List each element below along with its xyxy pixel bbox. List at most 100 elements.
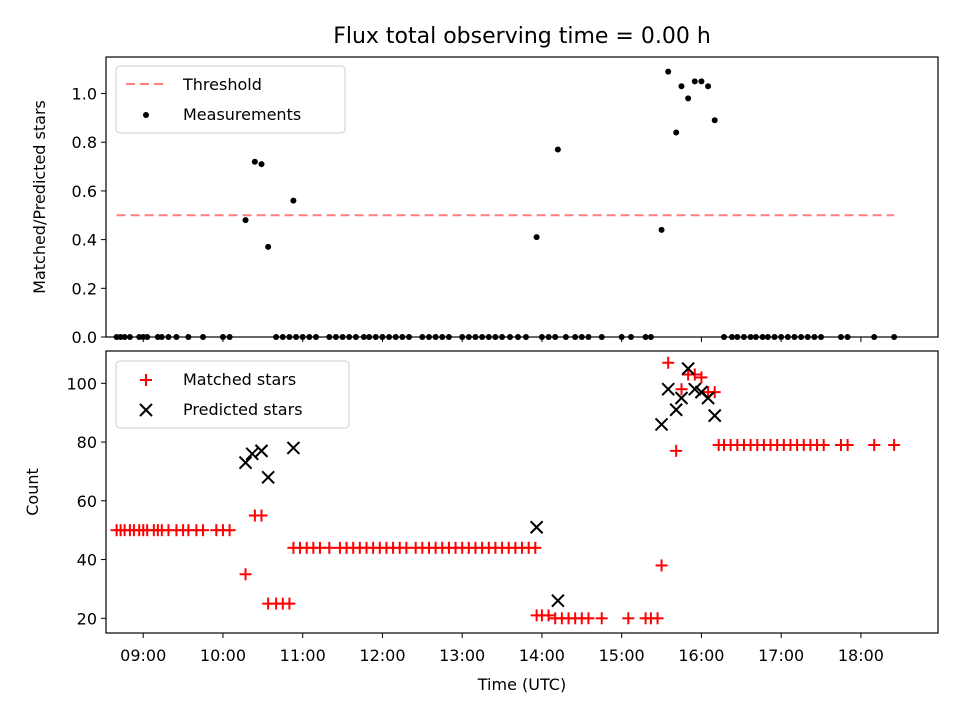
matched-star-point [651,612,664,625]
top-y-axis: 0.0 0.2 0.4 0.6 0.8 1.0 [72,85,106,347]
measurement-point [273,334,280,340]
matched-star-point [662,356,675,369]
measurement-point [406,334,413,340]
measurement-point [837,334,844,340]
x-tick-label: 17:00 [758,646,804,665]
predicted-star-point [286,441,301,455]
measurement-point [158,334,165,340]
measurement-point [265,243,272,250]
measurement-point [818,334,825,340]
top-plot-frame [105,56,939,338]
x-tick-label: 18:00 [838,646,884,665]
measurement-point [562,334,569,340]
measurement-point [399,334,406,340]
legend-predicted-swatch [139,403,153,417]
measurement-point [507,334,514,340]
x-tick-label: 10:00 [200,646,246,665]
predicted-star-point [254,444,269,458]
x-tick-label: 15:00 [599,646,645,665]
measurement-point [721,334,728,340]
measurement-point [642,334,649,340]
measurement-point [126,334,133,340]
measurement-point [647,334,654,340]
y-tick-label: 40 [77,551,97,570]
matched-star-point [197,524,210,537]
measurement-point [804,334,811,340]
predicted-star-point [681,361,695,376]
measurement-point [871,334,878,340]
x-tick-label: 13:00 [439,646,485,665]
bottom-y-label: Count [23,468,42,516]
matched-star-point [695,371,708,384]
y-tick-label: 0.4 [72,231,97,250]
y-tick-label: 0.0 [72,328,97,347]
measurement-point [242,217,249,224]
measurement-point [258,161,265,168]
measurement-point [472,334,479,340]
y-tick-label: 1.0 [72,85,97,104]
x-tick-label: 16:00 [678,646,724,665]
measurement-point [352,334,359,340]
predicted-star-point [661,382,675,396]
measurement-point [299,334,306,340]
legend-matched-swatch [140,374,152,386]
measurement-point [728,334,735,340]
measurement-point [572,334,579,340]
matched-star-point [708,386,721,399]
predicted-star-point [529,520,544,534]
measurement-point [372,334,379,340]
y-tick-label: 0.8 [72,133,97,152]
measurement-point [499,334,506,340]
measurement-point [678,83,685,90]
measurement-point [811,334,818,340]
measurement-point [425,334,432,340]
matched-star-point [655,559,668,572]
legend-cross-marker [139,403,153,417]
matched-star-point [688,368,701,381]
top-y-label: Matched/Predicted stars [30,100,49,294]
measurement-point [673,129,680,136]
measurement-point [552,334,559,340]
measurement-point [740,334,747,340]
predicted-star-point [238,455,253,470]
matched-star-point [868,439,881,451]
measurement-point [219,334,226,340]
x-tick-label: 09:00 [120,646,166,665]
measurement-point [279,334,286,340]
bottom-legend: Matched stars Predicted stars [115,360,350,429]
bottom-plot: 20 40 60 80 100 09:00 10:00 11:00 12:00 13:00 14:… [23,350,939,694]
measurement-point [226,334,233,340]
measurement-point [515,334,522,340]
matched-star-point [223,524,236,537]
measurement-point [379,334,386,340]
predicted-star-point [245,447,259,461]
legend-matched-label: Matched stars [183,370,296,389]
measurement-point [165,334,172,340]
measurement-point [144,334,151,340]
measurement-point [360,334,367,340]
matched-star-point [582,612,595,625]
measurement-point [538,334,545,340]
top-legend-box [115,65,346,134]
measurement-point [366,334,373,340]
predicted-star-point [674,391,689,405]
measurement-point [492,334,499,340]
y-tick-label: 100 [66,374,97,393]
measurement-point [479,334,486,340]
measurement-point [485,334,492,340]
measurement-point [332,334,339,340]
measurement-point [173,334,180,340]
measurement-point [554,146,561,153]
measurement-point [747,334,754,340]
measurement-point [685,95,692,102]
measurement-point [752,334,759,340]
measurement-point [339,334,346,340]
matched-star-point [239,568,252,581]
measurement-point [326,334,333,340]
measurement-point [791,334,798,340]
measurement-point [185,334,192,340]
legend-measurement-swatch [143,112,149,118]
bottom-y-axis: 20 40 60 80 100 [66,374,106,628]
matched-star-point [529,541,542,554]
